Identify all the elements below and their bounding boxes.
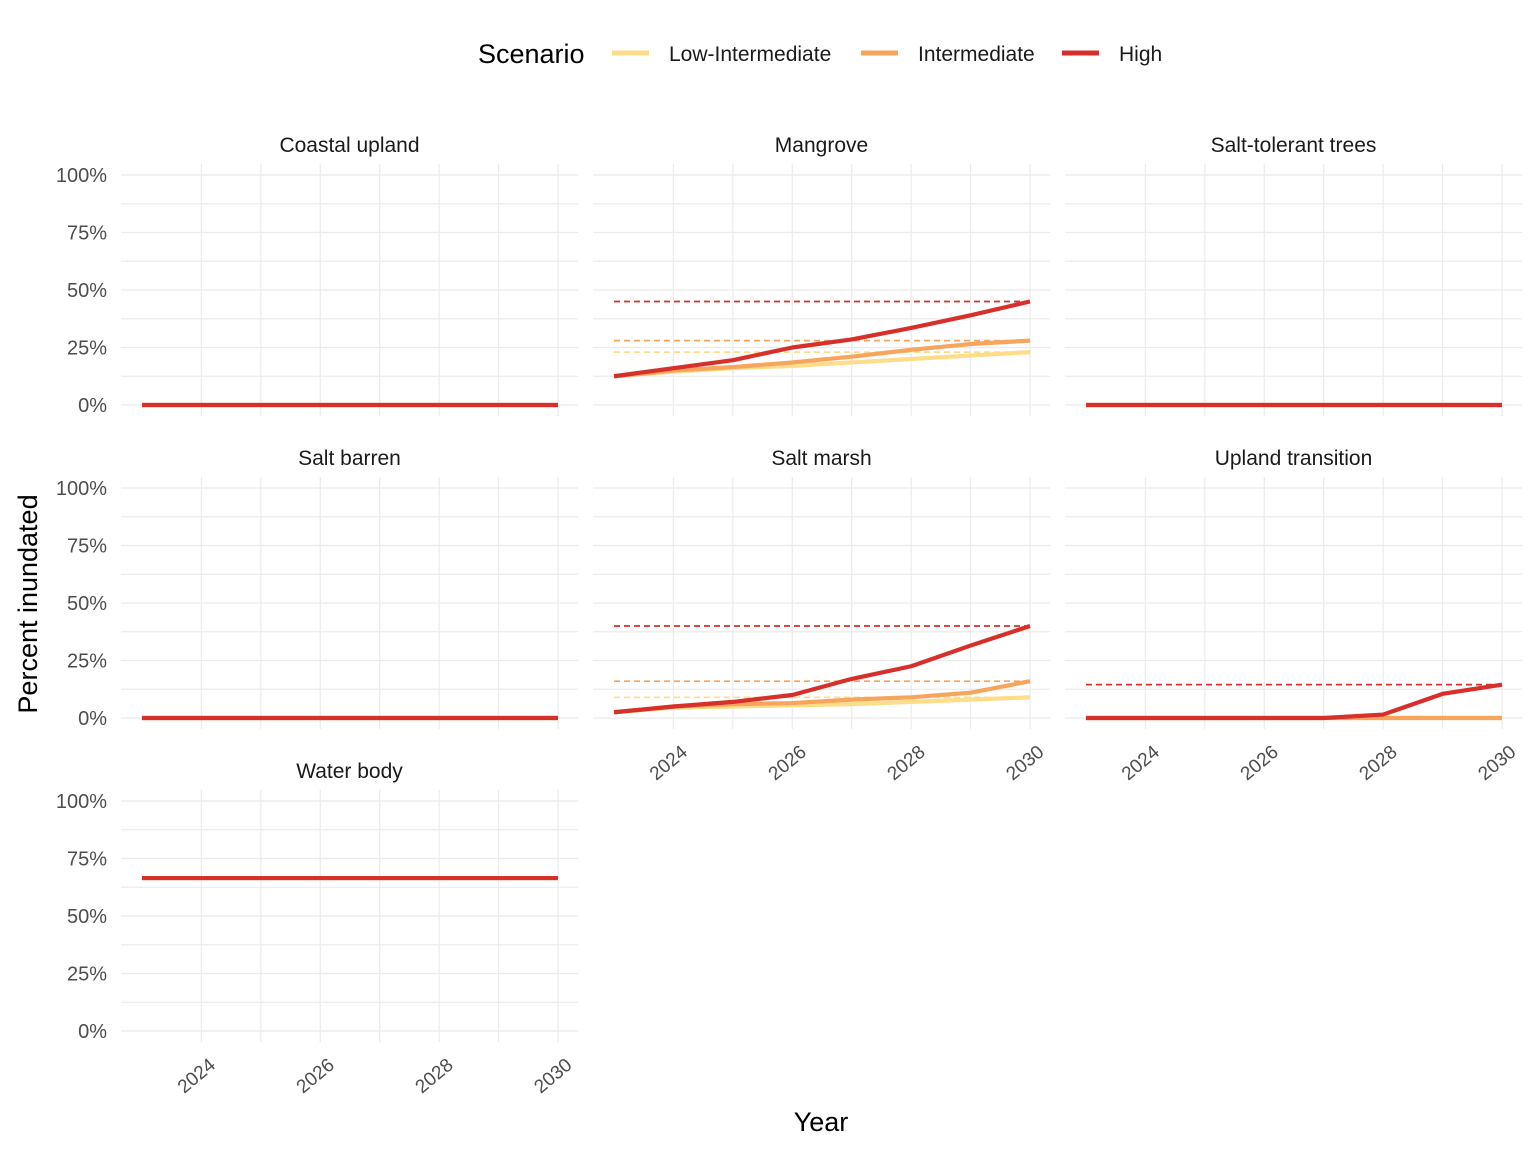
- y-tick-label: 100%: [56, 791, 107, 813]
- y-tick-label: 100%: [56, 478, 107, 500]
- y-tick-label: 75%: [67, 536, 107, 558]
- x-tick-label: 2030: [1002, 742, 1048, 785]
- panel-title: Salt-tolerant trees: [1211, 134, 1377, 157]
- y-tick-label: 0%: [78, 395, 107, 417]
- panel-upland-transition: Upland transition 2024 2026 2028 2030: [1065, 447, 1522, 785]
- series-line-high: [613, 624, 1031, 715]
- panel-mangrove: Mangrove: [593, 134, 1050, 416]
- panel-title: Mangrove: [775, 134, 868, 157]
- y-axis-title: Percent inundated: [13, 494, 43, 713]
- x-tick-label: 2024: [1118, 741, 1164, 785]
- panel-title: Salt barren: [298, 447, 401, 470]
- legend-label-low-intermediate: Low-Intermediate: [669, 43, 831, 66]
- y-tick-label: 100%: [56, 165, 107, 187]
- panel-title: Coastal upland: [279, 134, 419, 157]
- y-tick-label: 25%: [67, 338, 107, 360]
- x-tick-label: 2026: [1237, 742, 1283, 785]
- series-line-low-intermediate: [613, 350, 1031, 379]
- panel-coastal-upland: Coastal upland 0% 25% 50% 75% 100%: [56, 134, 578, 417]
- gridlines: [121, 790, 578, 1042]
- x-tick-label: 2030: [1474, 742, 1520, 785]
- legend: Scenario Low-Intermediate Intermediate Hig…: [478, 39, 1162, 69]
- legend-label-intermediate: Intermediate: [918, 43, 1035, 66]
- y-tick-label: 50%: [67, 906, 107, 928]
- series-line-intermediate: [613, 338, 1031, 379]
- panel-salt-marsh: Salt marsh 2024 2026 2028 2030: [593, 447, 1050, 785]
- y-tick-label: 50%: [67, 593, 107, 615]
- y-tick-label: 0%: [78, 708, 107, 730]
- series-line-high: [613, 299, 1031, 379]
- x-tick-label: 2026: [293, 1055, 339, 1098]
- y-tick-label: 25%: [67, 651, 107, 673]
- gridlines: [121, 164, 578, 416]
- y-tick-label: 0%: [78, 1021, 107, 1043]
- panel-water-body: Water body 0% 25% 50% 75% 100% 2024 2026 2028 203…: [56, 760, 578, 1098]
- x-tick-label: 2028: [1356, 742, 1402, 785]
- gridlines: [1065, 164, 1522, 416]
- panel-title: Water body: [296, 760, 403, 783]
- x-tick-label: 2028: [412, 1055, 458, 1098]
- x-tick-label: 2028: [884, 742, 930, 785]
- legend-label-high: High: [1119, 43, 1162, 66]
- panel-salt-barren: Salt barren 0% 25% 50% 75% 100%: [56, 447, 578, 730]
- x-tick-label: 2024: [174, 1054, 220, 1098]
- y-tick-label: 75%: [67, 223, 107, 245]
- x-tick-label: 2030: [530, 1055, 576, 1098]
- x-axis-title: Year: [794, 1107, 849, 1137]
- gridlines: [593, 164, 1050, 416]
- panel-title: Upland transition: [1215, 447, 1373, 470]
- gridlines: [593, 477, 1050, 729]
- y-tick-label: 75%: [67, 849, 107, 871]
- panel-title: Salt marsh: [771, 447, 871, 470]
- panels: Coastal upland 0% 25% 50% 75% 100% Mangrove Sal…: [56, 134, 1522, 1098]
- y-tick-label: 50%: [67, 280, 107, 302]
- x-tick-label: 2026: [765, 742, 811, 785]
- y-tick-label: 25%: [67, 964, 107, 986]
- series-line-high: [1086, 682, 1503, 721]
- gridlines: [121, 477, 578, 729]
- legend-title: Scenario: [478, 39, 585, 69]
- x-tick-label: 2024: [646, 741, 692, 785]
- panel-salt-tolerant-trees: Salt-tolerant trees: [1065, 134, 1522, 416]
